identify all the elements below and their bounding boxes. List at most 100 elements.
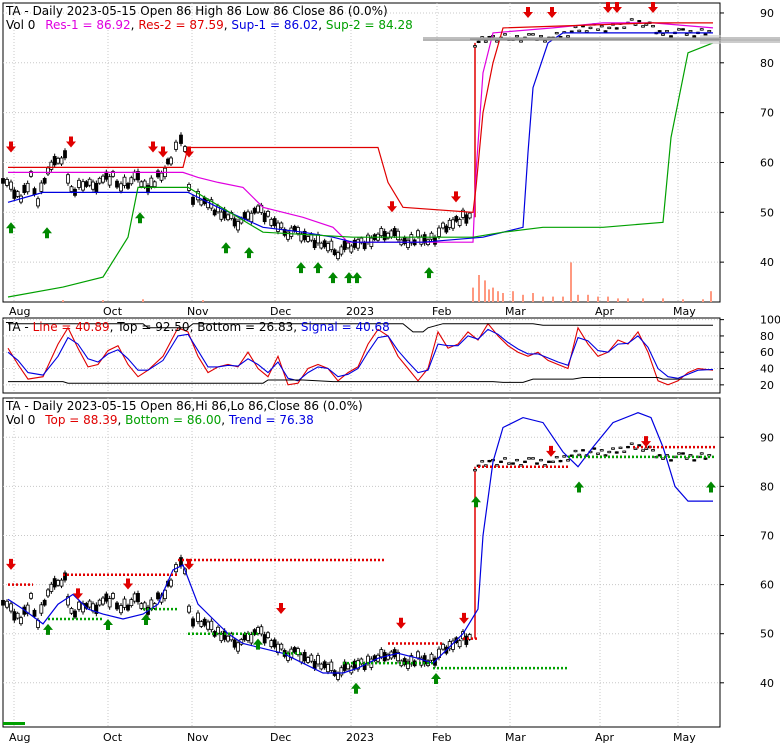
price-bar-body [12, 189, 17, 199]
price-bar-body [232, 218, 237, 227]
price-bar-body [63, 572, 67, 581]
price-bar-body [212, 209, 217, 216]
price-bar-body [136, 171, 140, 181]
oscillator-header-name: TA - [5, 320, 33, 334]
price-panel: 40 50 60 70 80 90 Aug Oct Nov Dec 2023 Feb Mar Apr Ma… [1, 1, 780, 318]
price-bar-body [32, 609, 37, 617]
volume-bar [702, 299, 704, 302]
price-bar-body [36, 198, 40, 207]
x-tick-label: May [673, 305, 696, 318]
price-bar-body [531, 457, 535, 460]
price-bar-body [596, 452, 600, 455]
sell-arrow-icon [6, 141, 16, 153]
price-bar-body [441, 643, 445, 650]
price-bar-body [539, 458, 543, 462]
volume-bar [587, 294, 589, 302]
price-bar-body [56, 157, 60, 164]
trend-panel: 40 50 60 70 80 90 Aug Oct Nov Dec 2023 Feb Mar Apr Ma… [1, 397, 774, 744]
price-bar-body [1, 599, 5, 606]
x-tick-label: Aug [9, 305, 30, 318]
price-bar-body [84, 181, 89, 187]
price-bar-body [302, 230, 307, 241]
price-bar-body [573, 25, 578, 29]
price-header-sep3: , [318, 18, 326, 32]
buy-arrow-icon [221, 242, 231, 254]
price-bar-body [256, 205, 260, 213]
price-bar-body [139, 603, 144, 609]
price-header-res2: Res-2 = 87.59 [138, 18, 223, 32]
oscillator-y-ticks: 20 40 60 80 100 [720, 314, 780, 392]
price-bar-body [126, 183, 130, 189]
price-bar-body [196, 191, 200, 201]
volume-bar [488, 289, 490, 302]
y-tick-label: 70 [760, 529, 774, 542]
sell-arrow-icon [451, 191, 461, 203]
sell-arrow-icon [547, 6, 557, 18]
price-bar-body [46, 589, 50, 597]
price-bar-body [352, 239, 357, 248]
price-bar-body [406, 660, 410, 669]
price-bar-body [49, 583, 54, 592]
price-bar-body [126, 604, 130, 611]
sell-arrow-icon [6, 558, 16, 570]
price-bar-body [464, 214, 469, 224]
price-bar-body [495, 40, 499, 43]
y-tick-label: 60 [760, 579, 774, 592]
sell-arrow-icon [123, 578, 133, 590]
price-bar-body [199, 621, 204, 627]
price-bar-body [329, 661, 334, 671]
price-bar-body [684, 457, 689, 460]
sell-arrow-icon [603, 1, 613, 13]
price-bar-body [416, 230, 420, 238]
price-bar-body [279, 222, 284, 229]
price-bar-body [677, 28, 681, 31]
price-bar-body [626, 445, 630, 449]
price-bar-body [614, 451, 619, 454]
price-bar-body [169, 579, 173, 587]
price-header-sup1: Sup-1 = 86.02 [231, 18, 318, 32]
x-tick-label: Dec [270, 731, 291, 744]
volume-bar [484, 280, 486, 302]
volume-bar [532, 293, 534, 302]
price-bar-body [554, 32, 559, 35]
price-bar-body [554, 456, 559, 459]
price-bar-body [111, 171, 115, 177]
price-bar-body [206, 621, 210, 630]
sell-arrow-icon [387, 201, 397, 213]
price-bar-body [637, 20, 642, 23]
price-bar-body [396, 651, 400, 662]
price-bar-body [457, 640, 462, 648]
price-bar-body [142, 180, 147, 188]
volume-bar [478, 275, 480, 302]
price-bar-body [515, 35, 519, 38]
price-bar-body [119, 605, 123, 614]
price-bar-body [611, 447, 615, 450]
price-bar-body [531, 33, 535, 36]
price-bar-body [342, 240, 347, 250]
sell-arrow-icon [648, 1, 658, 13]
price-bar-body [523, 460, 527, 463]
price-bar-body [122, 176, 127, 187]
oscillator-header-signal: Signal = 40.68 [301, 320, 390, 334]
price-bar-body [515, 458, 519, 462]
price-bar-body [681, 452, 685, 455]
y-tick-label: 80 [760, 57, 774, 70]
x-tick-label: Oct [103, 731, 123, 744]
price-bar-body [249, 212, 254, 223]
price-bar-body [622, 26, 627, 29]
buy-arrow-icon [424, 267, 434, 279]
price-bar-body [339, 246, 344, 255]
price-bar-body [49, 161, 54, 170]
price-bar-body [703, 33, 708, 36]
oscillator-header: TA - Line = 40.89, Top = 92.50, Bottom =… [5, 320, 390, 334]
buy-arrow-icon [6, 222, 16, 234]
price-bar-body [73, 610, 77, 618]
price-bar-body [292, 225, 297, 232]
price-bar-body [259, 626, 264, 635]
price-bar-body [19, 617, 23, 625]
price-bar-body [461, 209, 465, 218]
price-bar-body [547, 460, 551, 463]
price-bar-body [416, 651, 420, 659]
y-tick-label: 90 [760, 431, 774, 444]
price-panel-frame [2, 2, 721, 303]
